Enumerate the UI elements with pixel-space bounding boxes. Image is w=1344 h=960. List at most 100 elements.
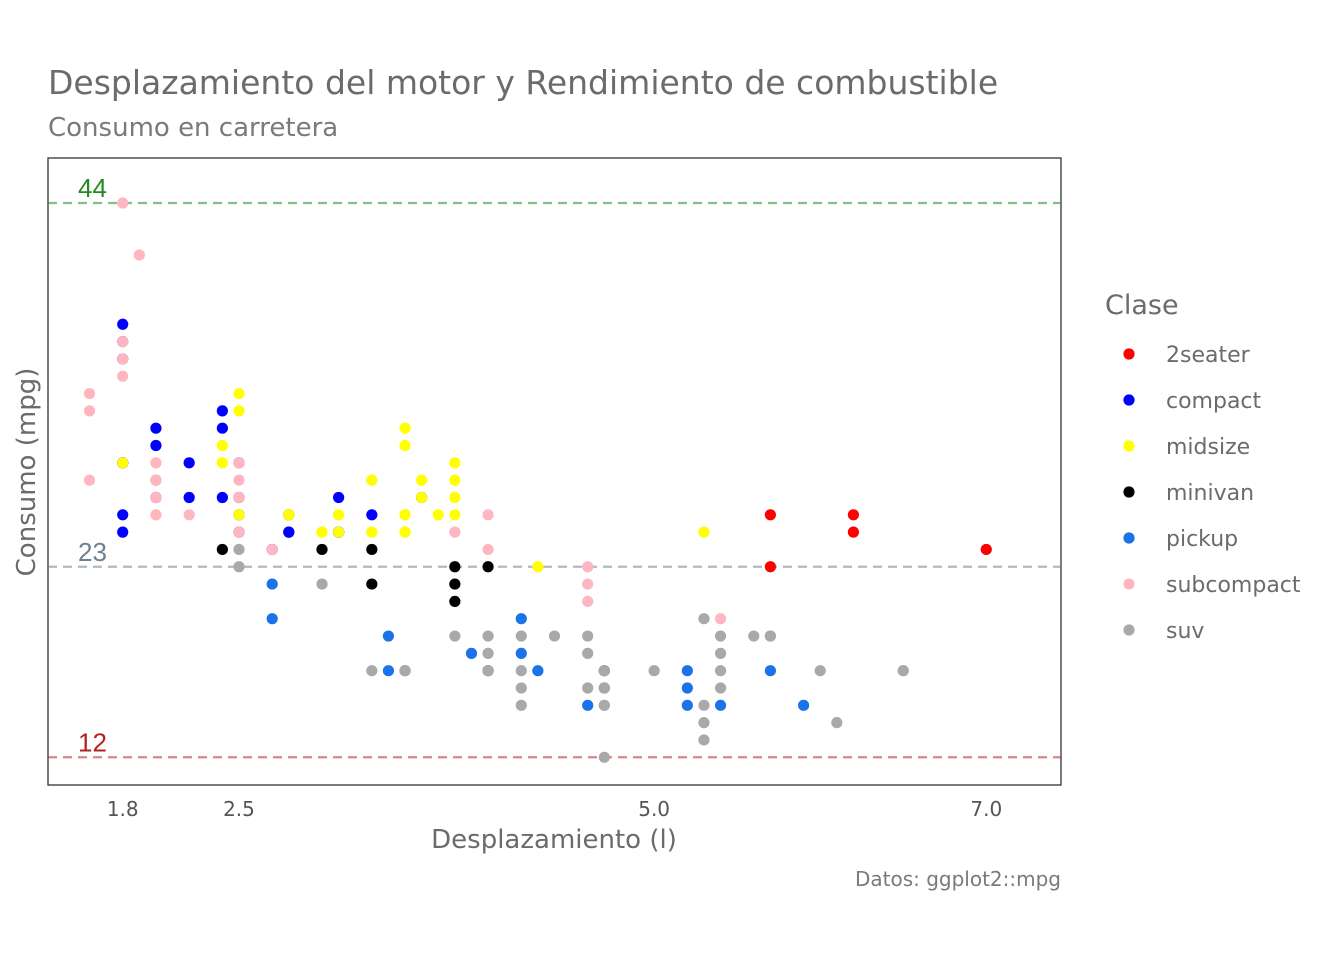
data-point xyxy=(117,336,129,348)
data-point xyxy=(582,561,594,573)
data-point xyxy=(698,526,710,538)
legend-label-subcompact: subcompact xyxy=(1166,573,1301,598)
data-point xyxy=(233,457,245,469)
data-point xyxy=(150,474,162,486)
data-point xyxy=(316,578,328,590)
data-point xyxy=(382,630,395,642)
data-point xyxy=(316,543,328,556)
data-point xyxy=(714,665,727,677)
data-point xyxy=(216,491,228,504)
data-point xyxy=(482,509,494,521)
data-point xyxy=(283,526,295,538)
series-midsize xyxy=(117,387,710,573)
data-point xyxy=(449,457,461,469)
data-point xyxy=(764,665,776,677)
data-point xyxy=(83,474,96,486)
data-point xyxy=(698,734,710,746)
series-suv xyxy=(233,543,909,763)
data-point xyxy=(648,665,660,677)
data-point xyxy=(183,457,195,469)
data-point xyxy=(449,561,461,573)
data-point xyxy=(366,578,378,590)
data-point xyxy=(216,405,228,417)
data-point xyxy=(233,387,245,400)
legend-label-midsize: midsize xyxy=(1166,435,1250,460)
x-tick-label: 7.0 xyxy=(970,797,1002,821)
data-point xyxy=(150,509,162,521)
series-minivan xyxy=(216,543,494,608)
legend-label-minivan: minivan xyxy=(1166,481,1254,506)
data-point xyxy=(333,491,345,504)
plot-panel xyxy=(47,157,1062,786)
data-point xyxy=(748,630,760,642)
data-point xyxy=(117,457,129,469)
data-point xyxy=(449,595,461,608)
legend-label-compact: compact xyxy=(1166,389,1262,414)
data-point xyxy=(681,665,693,677)
data-point xyxy=(333,509,345,521)
data-point xyxy=(714,682,727,694)
data-point xyxy=(532,665,544,677)
data-point xyxy=(714,630,727,642)
chart-caption: Datos: ggplot2::mpg xyxy=(855,867,1061,891)
data-point xyxy=(133,249,145,261)
data-point xyxy=(515,682,527,694)
data-point xyxy=(764,509,776,521)
data-point xyxy=(382,665,395,677)
legend-key-2seater xyxy=(1123,348,1135,360)
data-point xyxy=(449,630,461,642)
data-point xyxy=(482,630,494,642)
data-point xyxy=(150,439,162,452)
data-point xyxy=(399,509,411,521)
data-point xyxy=(698,699,710,711)
data-point xyxy=(117,197,129,209)
data-point xyxy=(432,509,444,521)
legend-key-midsize xyxy=(1123,440,1135,452)
chart-subtitle: Consumo en carretera xyxy=(48,113,338,143)
data-point xyxy=(266,613,278,625)
x-tick-label: 2.5 xyxy=(223,797,255,821)
data-point xyxy=(233,474,245,486)
legend-label-2seater: 2seater xyxy=(1166,343,1251,368)
data-point xyxy=(316,526,328,538)
data-point xyxy=(582,630,594,642)
data-point xyxy=(366,543,378,556)
data-point xyxy=(117,318,129,330)
data-points xyxy=(83,197,992,763)
data-point xyxy=(449,474,461,486)
data-point xyxy=(482,665,494,677)
data-point xyxy=(681,682,693,694)
data-point xyxy=(216,422,228,434)
legend-key-pickup xyxy=(1123,532,1135,544)
data-point xyxy=(598,699,610,711)
series-2seater xyxy=(764,509,992,573)
data-point xyxy=(714,647,727,659)
reference-line-label-12: 12 xyxy=(78,727,107,757)
data-point xyxy=(216,543,228,556)
data-point xyxy=(449,491,461,504)
data-point xyxy=(482,561,494,573)
x-tick-label: 5.0 xyxy=(638,797,670,821)
data-point xyxy=(598,682,610,694)
data-point xyxy=(283,509,295,521)
legend-label-pickup: pickup xyxy=(1166,527,1238,552)
data-point xyxy=(847,526,860,538)
data-point xyxy=(366,526,378,538)
data-point xyxy=(714,613,727,625)
data-point xyxy=(515,630,527,642)
data-point xyxy=(399,439,411,452)
data-point xyxy=(582,595,594,608)
data-point xyxy=(233,491,245,504)
data-point xyxy=(399,526,411,538)
data-point xyxy=(980,543,992,556)
legend-title: Clase xyxy=(1105,290,1179,321)
data-point xyxy=(150,457,162,469)
data-point xyxy=(515,665,527,677)
data-point xyxy=(532,561,544,573)
data-point xyxy=(416,474,428,486)
data-point xyxy=(764,630,776,642)
data-point xyxy=(83,387,96,400)
data-point xyxy=(449,526,461,538)
data-point xyxy=(183,491,195,504)
data-point xyxy=(482,543,494,556)
